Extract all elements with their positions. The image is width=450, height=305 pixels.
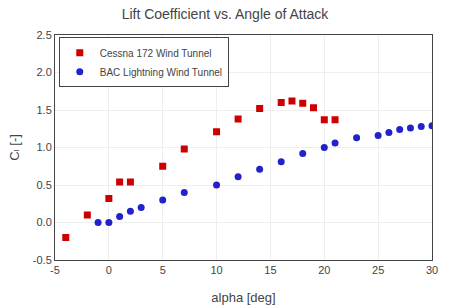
svg-text:-5: -5 bbox=[50, 264, 60, 276]
svg-text:10: 10 bbox=[210, 264, 222, 276]
svg-text:20: 20 bbox=[318, 264, 330, 276]
svg-text:2.5: 2.5 bbox=[37, 29, 52, 41]
svg-text:15: 15 bbox=[264, 264, 276, 276]
svg-text:25: 25 bbox=[372, 264, 384, 276]
svg-text:1.0: 1.0 bbox=[37, 141, 52, 153]
svg-text:2.0: 2.0 bbox=[37, 66, 52, 78]
svg-text:0.0: 0.0 bbox=[37, 216, 52, 228]
svg-text:Cessna 172 Wind Tunnel: Cessna 172 Wind Tunnel bbox=[100, 48, 212, 59]
svg-text:1.5: 1.5 bbox=[37, 104, 52, 116]
svg-text:Cₗ [-]: Cₗ [-] bbox=[7, 134, 22, 161]
svg-text:5: 5 bbox=[160, 264, 166, 276]
svg-text:0: 0 bbox=[106, 264, 112, 276]
svg-text:alpha [deg]: alpha [deg] bbox=[211, 290, 275, 305]
svg-text:-0.5: -0.5 bbox=[33, 254, 52, 266]
svg-text:BAC Lightning Wind Tunnel: BAC Lightning Wind Tunnel bbox=[100, 67, 222, 78]
svg-text:30: 30 bbox=[426, 264, 438, 276]
svg-text:0.5: 0.5 bbox=[37, 179, 52, 191]
svg-text:Lift Coefficient vs. Angle of: Lift Coefficient vs. Angle of Attack bbox=[122, 6, 330, 22]
